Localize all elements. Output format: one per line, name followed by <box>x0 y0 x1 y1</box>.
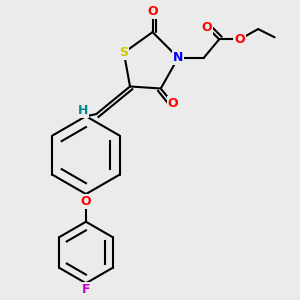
Text: O: O <box>168 98 178 110</box>
Text: O: O <box>81 195 91 208</box>
Text: F: F <box>82 283 90 296</box>
Text: N: N <box>173 51 183 64</box>
Text: H: H <box>78 103 88 116</box>
Text: S: S <box>119 46 128 59</box>
Text: O: O <box>147 5 158 18</box>
Text: O: O <box>202 20 212 34</box>
Text: O: O <box>234 33 245 46</box>
